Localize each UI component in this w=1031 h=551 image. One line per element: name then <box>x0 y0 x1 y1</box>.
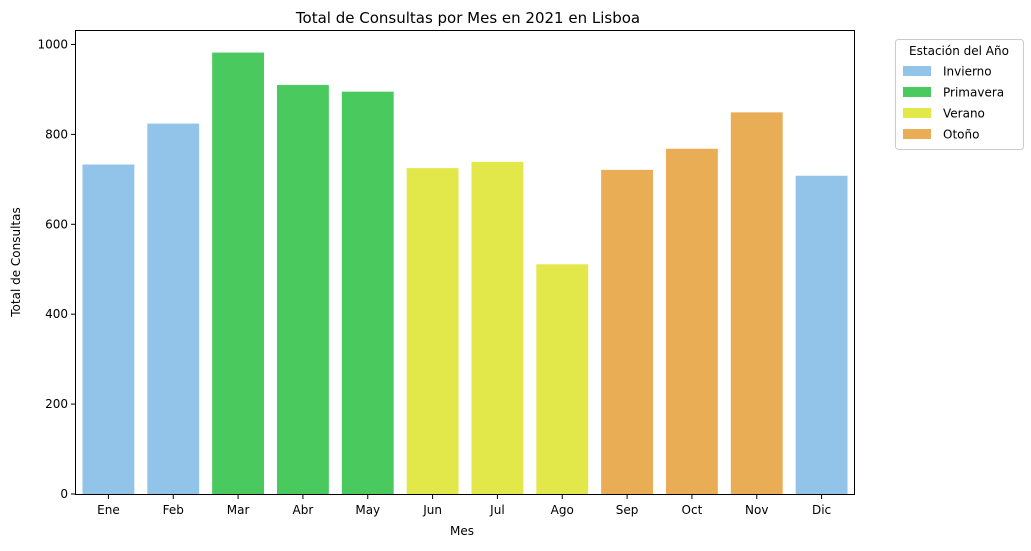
bar-may <box>341 91 394 495</box>
y-tick-label: 0 <box>60 487 68 501</box>
bar-sep <box>601 169 654 494</box>
x-tick-label-sep: Sep <box>616 503 639 517</box>
x-tick-label-ene: Ene <box>97 503 120 517</box>
legend-swatch-2 <box>903 108 931 118</box>
x-axis-label: Mes <box>450 524 474 538</box>
legend-swatch-1 <box>903 87 931 97</box>
x-tick-label-feb: Feb <box>163 503 184 517</box>
x-tick-label-may: May <box>355 503 380 517</box>
bar-nov <box>730 112 783 495</box>
legend-title: Estación del Año <box>909 44 1009 58</box>
axes-layer <box>75 30 855 495</box>
chart-title: Total de Consultas por Mes en 2021 en Li… <box>295 9 640 27</box>
legend-label-3: Otoño <box>943 128 979 142</box>
bar-oct <box>665 148 718 494</box>
x-tick-label-nov: Nov <box>745 503 768 517</box>
bar-dic <box>795 175 848 495</box>
x-tick-label-mar: Mar <box>227 503 250 517</box>
y-tick-label: 200 <box>45 397 68 411</box>
bar-abr <box>276 84 329 494</box>
x-tick-label-jul: Jul <box>489 503 504 517</box>
legend-label-1: Primavera <box>943 86 1004 100</box>
legend-entries: Invierno Primavera Verano Otoño <box>903 65 1004 142</box>
plot-frame <box>75 30 855 495</box>
bar-ago <box>536 264 589 494</box>
x-axis-ticks: Ene Feb Mar Abr May Jun Jul Ago Sep Oct Nov Dic <box>97 494 831 517</box>
bar-ene <box>82 164 135 494</box>
legend-swatch-0 <box>903 66 931 76</box>
legend-swatch-3 <box>903 129 931 139</box>
legend-label-2: Verano <box>943 107 985 121</box>
y-tick-label: 800 <box>45 127 68 141</box>
y-tick-label: 400 <box>45 307 68 321</box>
x-tick-label-ago: Ago <box>551 503 574 517</box>
legend-label-0: Invierno <box>943 65 992 79</box>
x-tick-label-dic: Dic <box>812 503 831 517</box>
bar-jun <box>406 168 459 494</box>
y-axis-ticks: 0 200 400 600 800 1000 <box>37 37 76 501</box>
y-axis-label: Total de Consultas <box>9 207 23 317</box>
bar-jul <box>471 161 524 494</box>
y-tick-label: 1000 <box>37 37 68 51</box>
x-tick-label-abr: Abr <box>293 503 314 517</box>
legend: Estación del Año Invierno Primavera Verano… <box>895 39 1024 150</box>
bar-mar <box>212 52 265 494</box>
y-tick-label: 600 <box>45 217 68 231</box>
bars-layer <box>82 52 848 495</box>
x-tick-label-oct: Oct <box>682 503 703 517</box>
bar-feb <box>147 123 200 494</box>
x-tick-label-jun: Jun <box>422 503 442 517</box>
